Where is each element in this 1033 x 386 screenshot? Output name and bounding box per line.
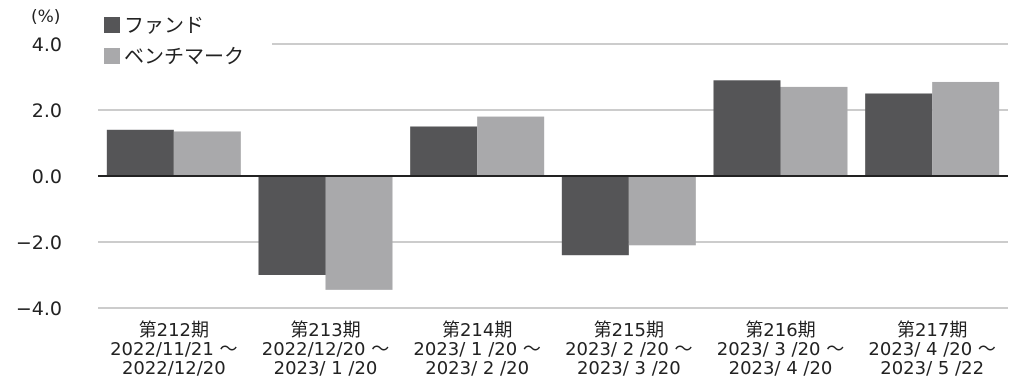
x-label-period: 第212期 xyxy=(139,320,209,341)
x-label-from: 2023/ 1 /20 ～ xyxy=(413,339,540,360)
x-label-period: 第216期 xyxy=(745,320,815,341)
legend-swatch-benchmark xyxy=(104,48,120,64)
bar-fund xyxy=(561,176,629,256)
legend-label-benchmark: ベンチマーク xyxy=(124,44,244,68)
x-label-period: 第213期 xyxy=(290,320,360,341)
y-tick-label: −4.0 xyxy=(16,298,62,320)
x-label-to: 2023/ 1 /20 xyxy=(274,358,378,379)
x-label-to: 2023/ 5 /22 xyxy=(880,358,984,379)
x-label-to: 2023/ 3 /20 xyxy=(577,358,681,379)
x-label-from: 2023/ 2 /20 ～ xyxy=(565,339,692,360)
bar-benchmark xyxy=(325,176,393,290)
bar-fund xyxy=(865,93,933,176)
bar-benchmark xyxy=(628,176,696,246)
x-label-to: 2023/ 4 /20 xyxy=(729,358,833,379)
bar-benchmark xyxy=(932,81,1000,176)
bars xyxy=(106,80,1000,290)
y-tick-label: 2.0 xyxy=(32,100,62,122)
x-label-from: 2023/ 4 /20 ～ xyxy=(868,339,995,360)
y-tick-label: 4.0 xyxy=(32,34,62,56)
legend-label-fund: ファンド xyxy=(124,13,204,37)
x-label-to: 2022/12/20 xyxy=(122,358,226,379)
bar-benchmark xyxy=(477,116,545,176)
legend: ファンド ベンチマーク xyxy=(104,13,244,68)
bar-benchmark xyxy=(173,131,241,176)
x-label-from: 2022/12/20 ～ xyxy=(262,339,389,360)
x-label-from: 2023/ 3 /20 ～ xyxy=(717,339,844,360)
gridlines xyxy=(98,43,1008,309)
x-label-period: 第215期 xyxy=(594,320,664,341)
x-label-period: 第214期 xyxy=(442,320,512,341)
bar-fund xyxy=(106,129,174,176)
x-label-from: 2022/11/21 ～ xyxy=(110,339,237,360)
bar-fund xyxy=(410,126,478,176)
x-label-to: 2023/ 2 /20 xyxy=(425,358,529,379)
bar-benchmark xyxy=(780,86,848,176)
y-tick-labels: 4.0 2.0 0.0 −2.0 −4.0 xyxy=(16,34,62,320)
y-tick-label: 0.0 xyxy=(32,166,62,188)
y-tick-label: −2.0 xyxy=(16,232,62,254)
bar-fund xyxy=(258,176,326,275)
bar-fund xyxy=(713,80,781,176)
x-label-period: 第217期 xyxy=(897,320,967,341)
y-unit-label: (%) xyxy=(31,7,60,27)
legend-swatch-fund xyxy=(104,17,120,33)
